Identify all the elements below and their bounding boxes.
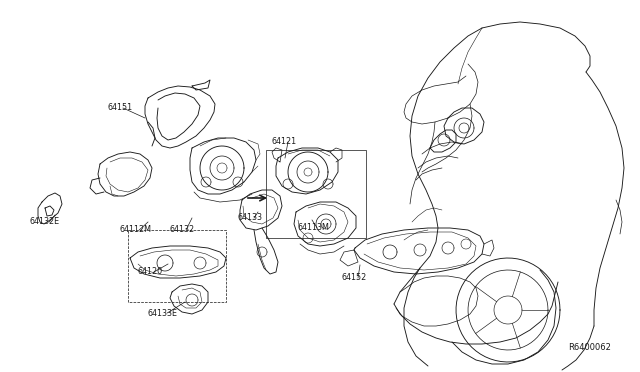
Text: 64121: 64121: [272, 138, 297, 147]
Text: 64120: 64120: [138, 267, 163, 276]
Text: 64133E: 64133E: [148, 308, 178, 317]
Bar: [266, 150, 366, 238]
Text: 64151: 64151: [107, 103, 132, 112]
Bar: [128, 230, 226, 302]
Text: 64152: 64152: [342, 273, 367, 282]
Text: 64133: 64133: [238, 214, 263, 222]
Text: R6400062: R6400062: [568, 343, 611, 353]
Text: 64112M: 64112M: [120, 225, 152, 234]
Text: 64113M: 64113M: [298, 224, 330, 232]
Text: 64132: 64132: [170, 225, 195, 234]
Text: 64132E: 64132E: [30, 218, 60, 227]
